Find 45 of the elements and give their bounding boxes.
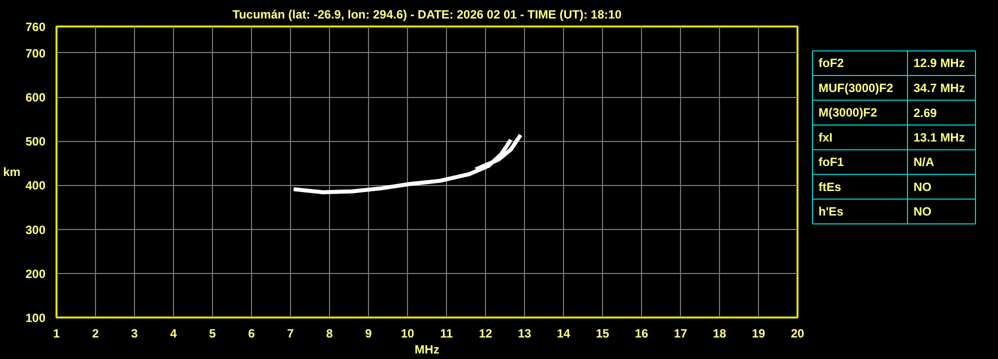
x-tick-label: 15: [596, 326, 610, 340]
y-tick-label: 200: [25, 266, 46, 281]
y-axis-title: km: [3, 165, 20, 179]
x-tick-label: 6: [248, 326, 256, 340]
x-tick-label: 3: [131, 326, 138, 340]
text: MUF(3000)F2: [818, 80, 894, 95]
y-tick-label: 300: [25, 222, 46, 237]
text: ftEs: [818, 180, 842, 194]
text: M(3000)F2: [818, 106, 878, 120]
y-tick-label: 100: [25, 311, 46, 325]
text: fxI: [818, 130, 833, 144]
y-tick-label: 400: [25, 178, 46, 193]
x-axis-title: MHz: [414, 342, 440, 356]
text: 2.69: [914, 106, 938, 120]
x-tick-label: 20: [790, 326, 804, 340]
text: h'Es: [818, 204, 844, 219]
x-tick-label: 13: [518, 326, 532, 340]
text: N/A: [914, 155, 934, 170]
text: 13.1 MHz: [914, 130, 965, 144]
text: foF1: [818, 155, 844, 170]
x-tick-label: 4: [170, 326, 178, 340]
y-tick-label: 700: [25, 46, 46, 60]
text: 12.9 MHz: [914, 56, 965, 70]
x-tick-label: 11: [440, 326, 454, 340]
text: NO: [914, 204, 932, 219]
x-tick-label: 17: [674, 326, 688, 340]
x-tick-label: 16: [634, 326, 648, 340]
y-tick-label: 600: [25, 90, 46, 105]
chart-title: Tucumán (lat: -26.9, lon: 294.6) - DATE: 2026 02 01 - TIME (UT): 18:10: [232, 8, 622, 22]
x-tick-label: 18: [712, 326, 726, 340]
x-tick-label: 1: [53, 326, 60, 340]
text: 34.7 MHz: [914, 80, 965, 95]
x-tick-label: 5: [209, 326, 216, 340]
x-tick-label: 14: [556, 326, 570, 340]
x-tick-label: 7: [287, 326, 294, 340]
text: foF2: [818, 56, 844, 70]
x-tick-label: 12: [478, 326, 492, 340]
x-tick-label: 19: [752, 326, 766, 340]
y-tick-label: 500: [25, 134, 46, 149]
y-tick-label: 760: [25, 20, 46, 34]
x-tick-label: 9: [365, 326, 372, 340]
x-tick-label: 10: [400, 326, 414, 340]
x-tick-label: 8: [326, 326, 334, 340]
x-tick-label: 2: [92, 326, 100, 340]
text: NO: [914, 180, 932, 194]
